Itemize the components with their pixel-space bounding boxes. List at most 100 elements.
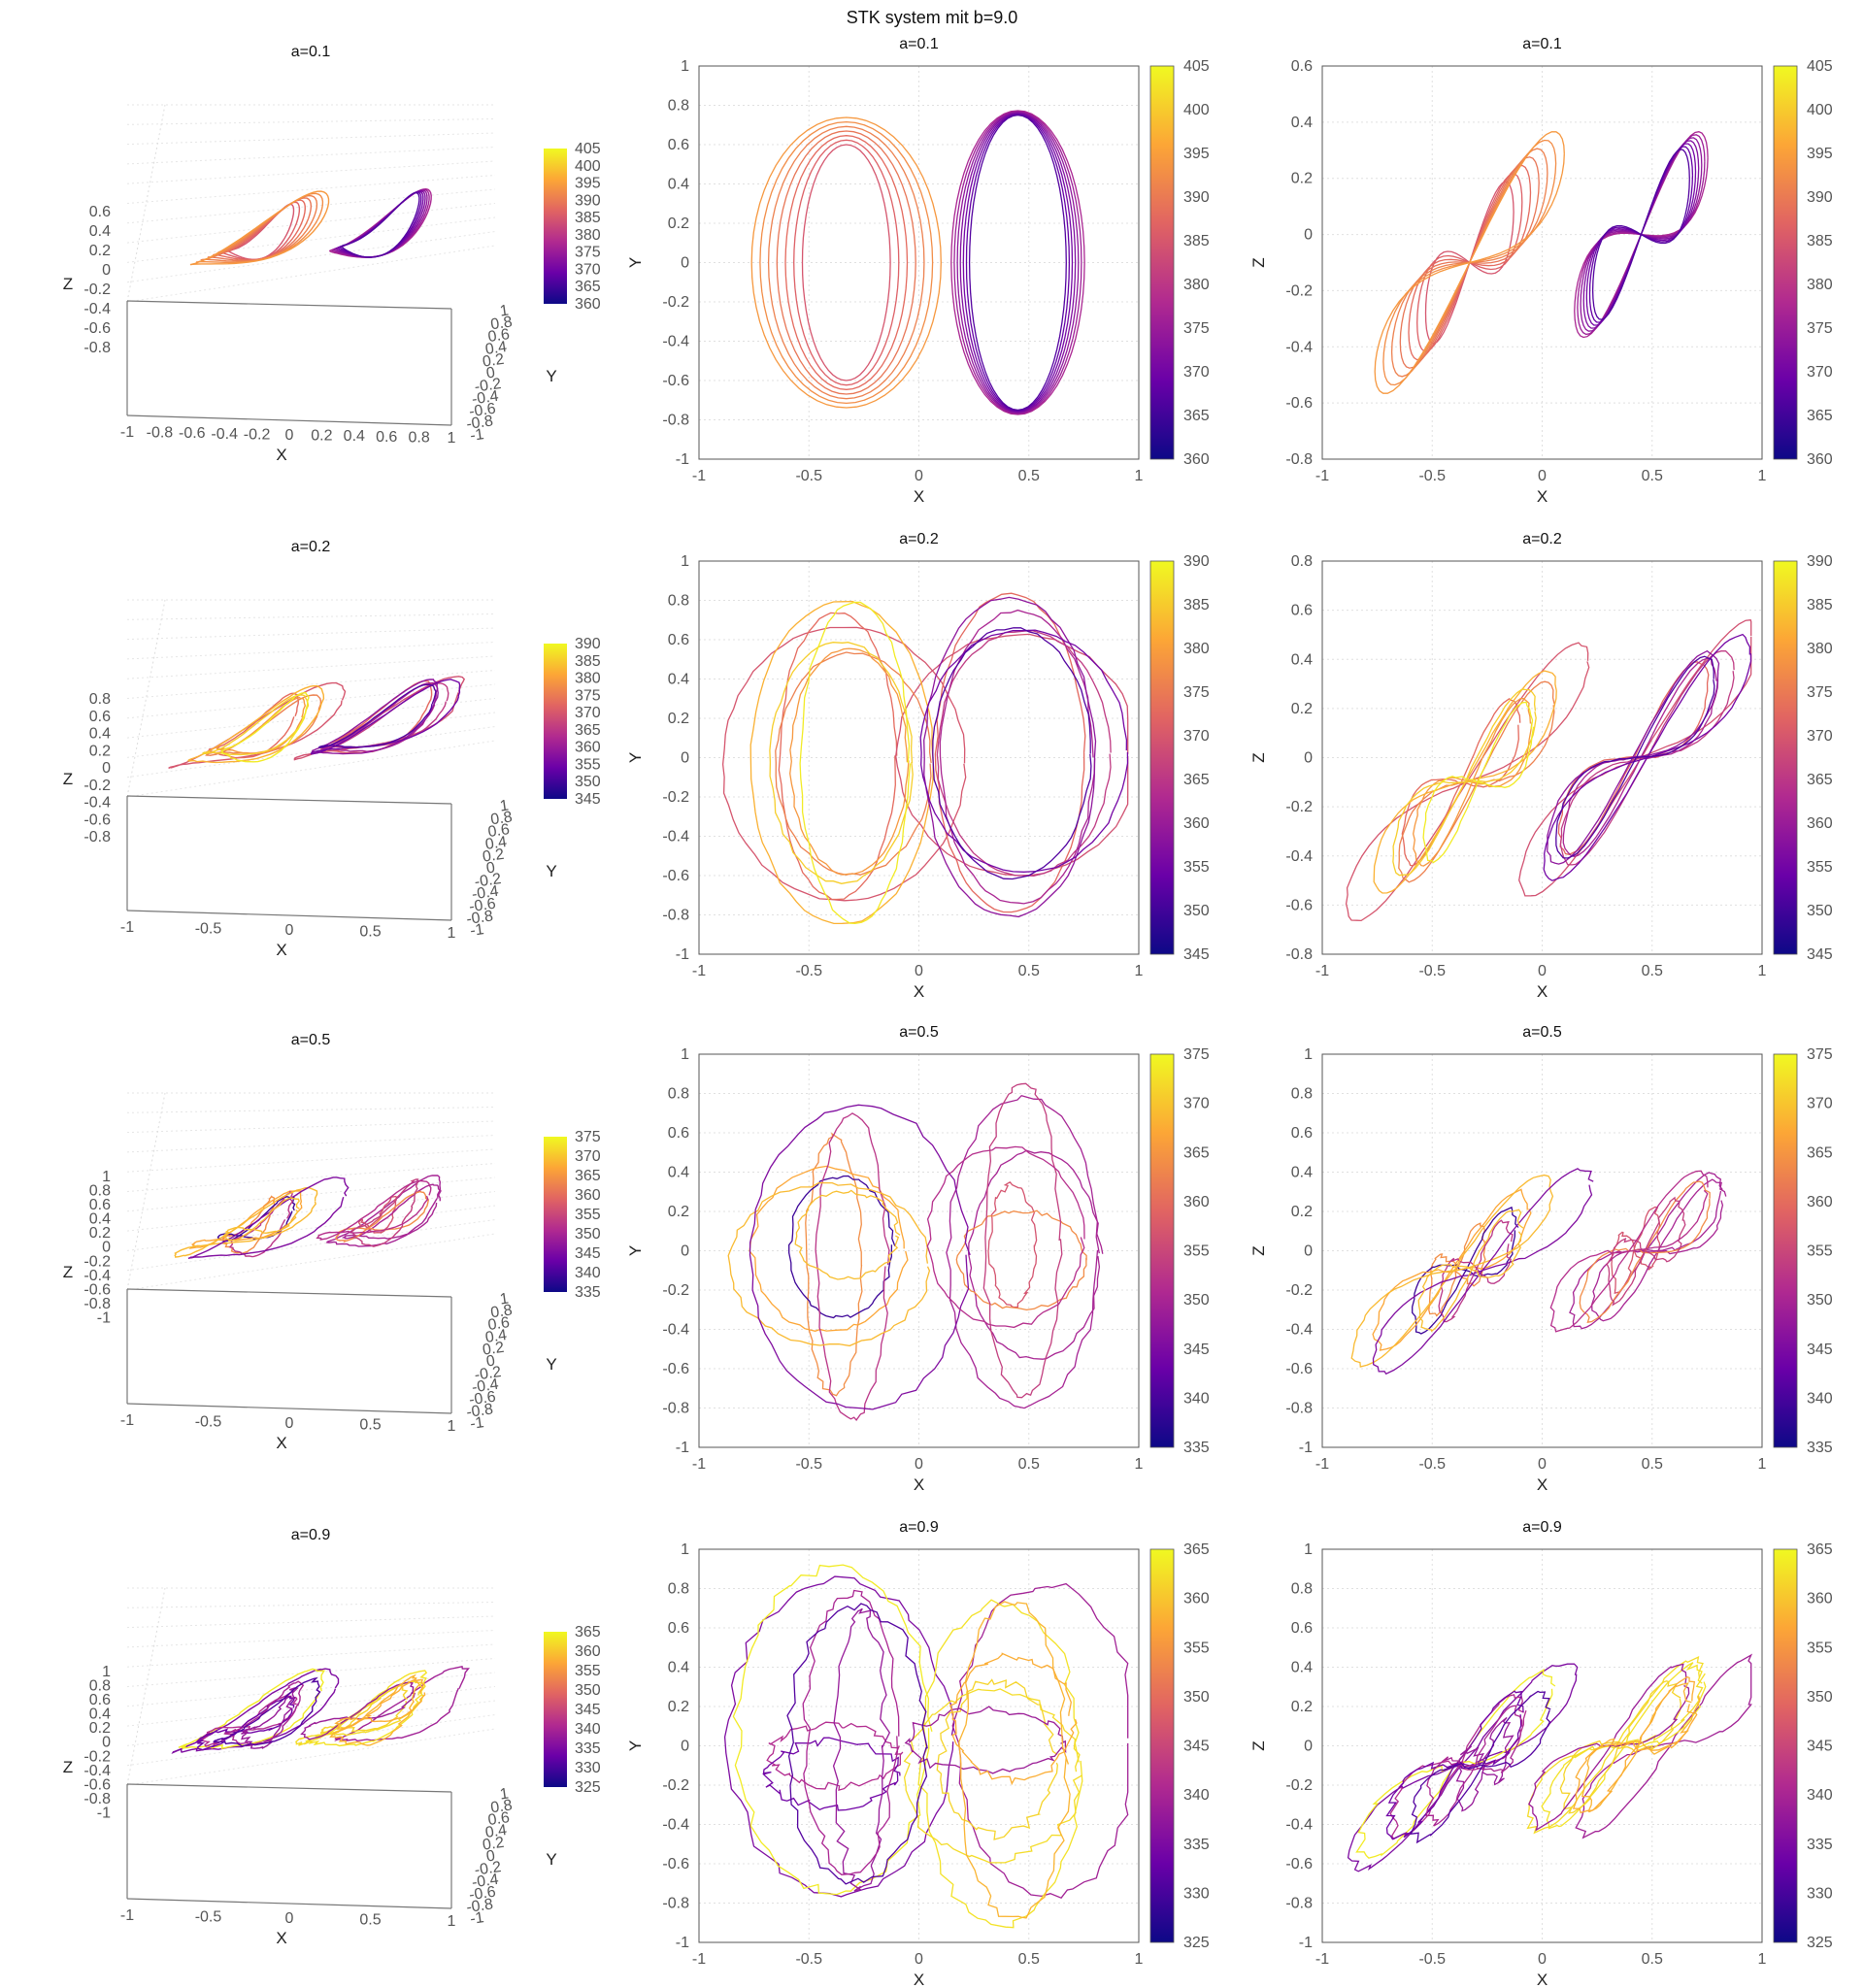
colorbar-tick: 365 — [575, 1168, 601, 1184]
colorbar-3d — [544, 1632, 567, 1787]
trajectory-xy-6 — [762, 1737, 901, 1811]
tick-label: -0.8 — [1285, 1401, 1313, 1417]
trajectory-3d-13 — [317, 683, 437, 748]
tick-label: 0.8 — [1291, 553, 1313, 570]
grid-line — [126, 683, 496, 719]
colorbar-tick: 350 — [575, 774, 601, 790]
tick-label: 0.8 — [489, 314, 513, 333]
tick-label: -1 — [692, 1951, 706, 1968]
tick-label: 0 — [681, 255, 689, 272]
colorbar-frame — [1773, 65, 1798, 460]
trajectory-xz-12 — [1422, 701, 1535, 864]
colorbar-tick: 345 — [1807, 1739, 1833, 1755]
tick-label: -0.2 — [662, 789, 689, 806]
tick-label: 1 — [499, 1290, 510, 1308]
panel-title: a=0.9 — [1522, 1519, 1562, 1536]
trajectory-xy-4 — [766, 1721, 904, 1791]
colorbar-tick: 400 — [1183, 102, 1210, 118]
tick-label: -1 — [692, 1456, 706, 1473]
tick-label: 0 — [915, 1456, 923, 1473]
tick-label: 0.4 — [1291, 115, 1313, 131]
axis-edge — [126, 414, 452, 426]
colorbar-tick: 350 — [1807, 1689, 1833, 1706]
tick-label: -0.2 — [474, 376, 503, 396]
z-axis-label: Z — [63, 275, 73, 293]
tick-label: 1 — [499, 1785, 510, 1803]
trajectory-xz-3 — [1611, 1206, 1661, 1295]
tick-label: 1 — [448, 1418, 456, 1435]
axis-edge — [126, 300, 452, 310]
trajectory-3d-4 — [188, 1190, 303, 1249]
tick-label: 0.6 — [1291, 58, 1313, 75]
colorbar-frame — [1773, 1548, 1798, 1943]
colorbar-tick: 370 — [575, 261, 601, 278]
tick-label: -0.5 — [795, 1456, 822, 1473]
tick-label: -1 — [692, 468, 706, 484]
tick-label: 1 — [1758, 468, 1767, 484]
trajectory-xz-9 — [1547, 649, 1720, 865]
tick-label: 0.2 — [1291, 1204, 1313, 1220]
trajectory-3d-9 — [300, 1681, 416, 1740]
trajectory-xz-12 — [1409, 1690, 1551, 1844]
axis-edge — [126, 795, 452, 805]
trajectory-xz-0 — [1347, 1663, 1579, 1872]
colorbar — [1150, 1549, 1174, 1942]
trajectory-xz-5 — [1559, 649, 1735, 866]
tick-label: 0.4 — [668, 1660, 689, 1676]
panel-title: a=0.2 — [899, 531, 939, 547]
colorbar-tick: 365 — [1183, 772, 1210, 788]
tick-label: -0.2 — [83, 1748, 111, 1765]
colorbar-tick: 365 — [1807, 408, 1833, 424]
trajectory-xy-9 — [904, 1706, 1067, 1774]
trajectory-xz-2 — [1408, 164, 1532, 361]
trajectory-3d-8 — [241, 1687, 299, 1749]
trajectory-xy-8 — [727, 1181, 931, 1347]
tick-label: 0.6 — [89, 204, 111, 220]
colorbar-tick: 345 — [575, 1702, 601, 1718]
grid-line — [126, 1615, 496, 1629]
colorbar-tick: 385 — [1183, 597, 1210, 613]
tick-label: -0.2 — [83, 282, 111, 298]
axis-edge — [126, 1403, 452, 1414]
tick-label: 0.2 — [1291, 1699, 1313, 1715]
tick-label: -0.5 — [795, 1951, 822, 1968]
trajectory-3d-1 — [325, 1175, 442, 1247]
colorbar-tick: 370 — [1183, 364, 1210, 381]
tick-label: 0.4 — [484, 1327, 508, 1346]
colorbar-3d — [544, 1137, 567, 1292]
tick-label: 0.6 — [487, 1809, 511, 1829]
colorbar-frame — [1149, 1053, 1175, 1448]
tick-label: 0.4 — [1291, 1660, 1313, 1676]
tick-label: 0 — [285, 922, 294, 939]
trajectory-xy-3 — [895, 633, 1129, 877]
colorbar-tick: 365 — [1183, 1541, 1210, 1558]
tick-label: -1 — [676, 946, 689, 963]
trajectory-xy-4 — [749, 1165, 909, 1332]
colorbar-tick: 375 — [1183, 320, 1210, 337]
colorbar-tick: 390 — [1183, 553, 1210, 570]
trajectory-xz-9 — [1527, 1663, 1690, 1832]
tick-label: 0.8 — [668, 98, 689, 115]
grid-line — [126, 726, 496, 779]
trajectory-3d-0 — [171, 1668, 340, 1754]
tick-label: -1 — [469, 1414, 485, 1433]
colorbar-tick: 360 — [1183, 1591, 1210, 1607]
colorbar-tick: 390 — [1807, 553, 1833, 570]
tick-label: -0.8 — [662, 908, 689, 924]
grid-line — [126, 642, 496, 660]
trajectory-xy-9 — [923, 596, 1097, 918]
trajectory-xy-10 — [959, 112, 1077, 414]
colorbar-tick: 350 — [1807, 903, 1833, 919]
x-axis-label: X — [1537, 982, 1548, 1001]
trajectory-xy-3 — [776, 130, 916, 395]
panel-xz: a=0.1 -1 -0.5 0 0.5 1 -0.8 -0.6 -0.4 -0.2 0 0.2 0.4 0… — [1249, 36, 1833, 506]
trajectory-xz-1 — [1569, 1172, 1723, 1330]
trajectory-xy-0 — [801, 144, 891, 381]
trajectory-xy-12 — [799, 601, 912, 925]
tick-label: -0.6 — [662, 373, 689, 389]
tick-label: 1 — [681, 1541, 689, 1558]
trajectory-xy-12 — [965, 114, 1071, 412]
trajectory-3d-2 — [178, 1668, 326, 1750]
trajectory-xz-8 — [1350, 1174, 1554, 1368]
colorbar-tick: 370 — [1183, 1096, 1210, 1112]
